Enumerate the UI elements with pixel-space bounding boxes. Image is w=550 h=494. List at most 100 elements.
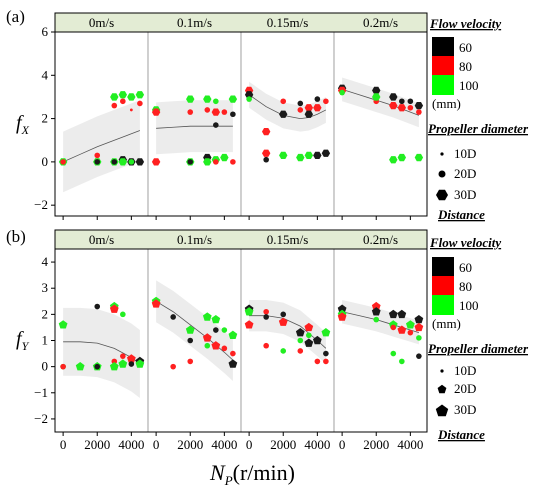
panel-a-facet-1-confidence-band — [63, 100, 140, 193]
panel-b-facet-2-point-green — [202, 312, 212, 321]
panel-a-facet-title-3: 0.15m/s — [267, 15, 309, 30]
x-tick-label: 0 — [339, 437, 346, 452]
panel-a-facet-4-point-black — [399, 98, 405, 105]
panel-a-facet-4-confidence-band — [342, 77, 419, 128]
x-tick-label: 0 — [153, 437, 160, 452]
panel-b-facet-2-fit-line — [155, 300, 234, 361]
panel-b-facet-4-point-red — [414, 322, 424, 332]
panel-b-facet-3-point-red — [244, 320, 254, 329]
panel-b-facet-2-point-green — [211, 314, 221, 324]
legend-b-flow-velocity-title: Flow velocity — [429, 235, 501, 250]
panel-a-facet-2-point-red — [204, 107, 211, 113]
panel-b-facet-2-point-red — [187, 358, 194, 365]
panel-b-y-tick-label: 0 — [42, 359, 49, 374]
panel-a-facet-2-point-black — [187, 159, 194, 165]
panel-b-y-tick-label: 3 — [42, 280, 49, 295]
panel-a-facet-1-point-red — [129, 108, 133, 112]
panel-b-facet-4-point-red — [390, 324, 397, 331]
panel-a-facet-2-point-red — [187, 109, 194, 115]
panel-a-facet-1-point-green — [128, 159, 135, 165]
panel-a-facet-3-point-black — [321, 149, 331, 157]
panel-a-facet-4-point-black — [389, 93, 398, 101]
panel-b-facet-title-4: 0.2m/s — [363, 232, 398, 247]
panel-a-y-axis-label: fX — [16, 112, 30, 137]
panel-a-facet-2-point-red — [213, 159, 219, 165]
panel-b-facet-1-point-black — [94, 363, 101, 370]
panel-a-facet-4-point-black — [414, 101, 424, 110]
legend-b-label-80: 80 — [459, 279, 472, 294]
panel-a-facet-3-point-red — [313, 104, 322, 112]
panel-a-facet-4-point-red — [389, 101, 398, 110]
panel-b-facet-2-point-red — [202, 333, 212, 342]
panel-a-facet-4-fit-line — [341, 88, 420, 116]
panel-b-facet-3-confidence-band — [249, 299, 326, 365]
panel-b-facet-1-point-black — [94, 303, 101, 310]
panel-a-facet-3-point-red — [261, 149, 271, 157]
panel-a-facet-3-point-black — [244, 91, 254, 99]
panel-b-facet-2-point-black — [213, 327, 219, 333]
legend-a-flow-velocity-title: Flow velocity — [429, 16, 501, 31]
x-tick-label: 2000 — [270, 437, 296, 452]
legend-b-label-30d: 30D — [454, 402, 476, 417]
panel-b-facet-2-point-red — [230, 350, 236, 357]
panel-a-facet-2-fit-line — [156, 125, 233, 129]
panel-a-facet-2-point-green — [203, 95, 212, 103]
panel-b-facet-3-point-green — [244, 307, 254, 316]
x-tick-label: 0 — [246, 437, 253, 452]
panel-a-facet-3-point-black — [263, 156, 269, 163]
panel-a-facet-3-confidence-band — [249, 81, 326, 132]
panel-a-facet-3-point-black — [313, 151, 322, 160]
panel-a-plot: 0m/s 0.1m/s 0.15m/s 0.2m/s −2 0 2 4 6 — [34, 12, 428, 220]
panel-b-facet-3-point-red — [278, 317, 288, 326]
panel-b-y-tick-label: 2 — [42, 306, 49, 321]
panel-b-facet-1-confidence-band — [63, 307, 140, 399]
legend-b-swatch-80 — [432, 276, 454, 296]
panel-b-facet-2-point-green — [185, 325, 195, 334]
panel-a-facet-3-point-red — [323, 98, 329, 105]
panel-b-facet-3-point-black — [304, 338, 314, 347]
panel-b-facet-2-point-red — [221, 345, 228, 352]
panel-b-y-axis-label: fY — [16, 328, 30, 353]
panel-b-facet-3-point-green — [280, 348, 287, 354]
legend-a-swatch-80 — [432, 56, 454, 76]
legend-b-label-10d: 10D — [454, 363, 476, 378]
panel-b-y-tick-label: −1 — [34, 385, 48, 400]
panel-a-facet-3-point-green — [279, 151, 288, 160]
legend-a-swatch-60 — [432, 37, 454, 57]
panel-b-facet-3-point-red — [263, 342, 269, 349]
panel-b-facet-4-point-green — [373, 316, 380, 323]
panel-a-label: (a) — [6, 7, 25, 26]
panel-b-facet-3-point-green — [306, 332, 312, 339]
x-tick-label: 4000 — [397, 437, 423, 452]
panel-b-facet-3-point-red — [304, 322, 314, 332]
panel-a-facet-1-point-green — [110, 93, 119, 101]
panel-b-facet-4-point-red — [371, 301, 381, 311]
panel-b-facet-3-point-red — [263, 308, 269, 315]
panel-a-facet-1-point-black — [111, 159, 118, 165]
legend-b-marker-20d — [437, 384, 447, 394]
panel-b-facet-2-point-green — [221, 327, 228, 333]
panel-a-facet-3-point-red — [280, 98, 287, 105]
panel-a-facet-3-point-black — [297, 100, 304, 107]
panel-b-facet-2-point-red — [211, 341, 221, 350]
panel-a-facet-4-point-red — [397, 104, 407, 112]
panel-a-facet-2-point-red — [211, 108, 221, 116]
panel-a-facet-3-point-red — [304, 104, 314, 112]
panel-a-facet-3-point-black — [304, 110, 314, 118]
panel-a-facet-title-1: 0m/s — [89, 15, 114, 30]
legend-b-label-100: 100 — [459, 298, 479, 313]
panel-b-facet-3-point-red — [297, 348, 304, 354]
panel-b-y-tick-label: −2 — [34, 411, 48, 426]
panel-b-facet-4-point-red — [397, 325, 407, 334]
legend-a-label-60: 60 — [459, 40, 472, 55]
panel-b-facet-3-point-green — [321, 328, 331, 337]
panel-b-facet-4-point-black — [397, 309, 407, 319]
panel-b-facet-3-point-black — [312, 335, 322, 345]
legend-b-mm-unit: (mm) — [432, 316, 461, 331]
x-tick-label: 4000 — [211, 437, 237, 452]
panel-a-facet-3-fit-line — [248, 94, 327, 119]
panel-a-facet-4-point-green — [397, 153, 407, 162]
panel-b-frame — [54, 248, 428, 433]
panel-b-facet-1-point-green — [118, 359, 128, 368]
panel-a-facet-2-point-green — [213, 98, 219, 105]
